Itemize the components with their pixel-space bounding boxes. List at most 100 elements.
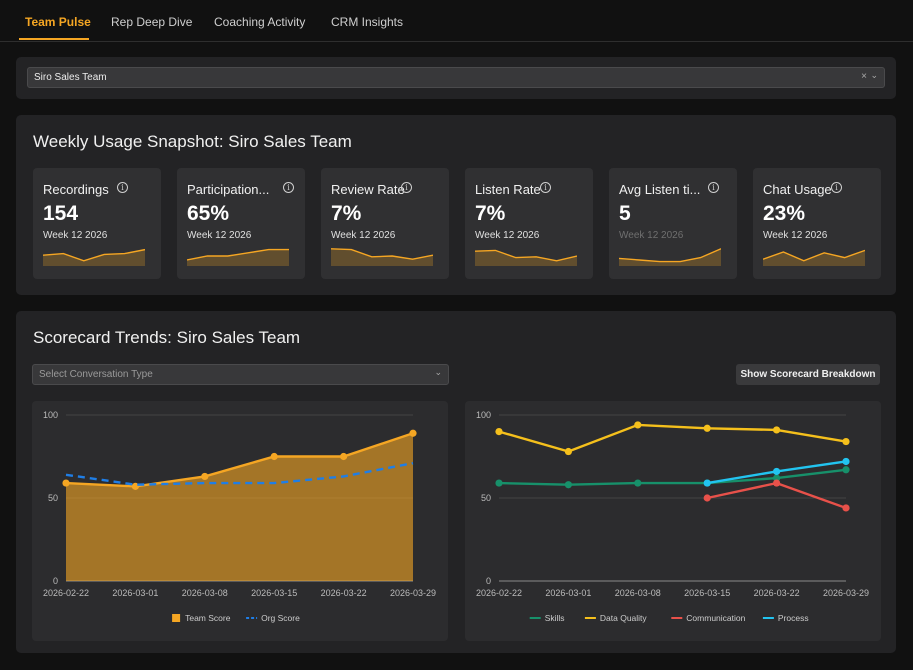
active-tab-indicator [19, 38, 89, 40]
metric-card-value: 65% [187, 202, 230, 225]
metric-card-title: Avg Listen ti... [619, 182, 701, 197]
data-point [131, 482, 139, 490]
sparkline [187, 248, 289, 266]
sparkline-line [331, 248, 433, 260]
sparkline-line [187, 248, 289, 261]
x-tick-label: 2026-03-22 [321, 588, 367, 598]
info-icon[interactable]: i [283, 182, 294, 193]
data-point [773, 467, 781, 476]
team-select-value: Siro Sales Team [34, 72, 107, 83]
metric-card: Recordings i 154 Week 12 2026 [33, 168, 161, 279]
series-line-data-quality [498, 423, 847, 453]
data-point [340, 452, 348, 461]
series-area-team-score [66, 433, 413, 581]
metric-card-value: 7% [331, 202, 362, 225]
series-line-skills [498, 468, 847, 486]
conversation-type-select[interactable]: Select Conversation Type ⌄ [32, 364, 449, 385]
y-tick-label: 100 [476, 410, 491, 420]
data-point [773, 474, 781, 482]
metric-card-title: Chat Usage [763, 182, 832, 197]
clear-icon[interactable]: × [861, 71, 867, 82]
series-line-org-score [65, 461, 414, 486]
metric-card-value: 154 [43, 202, 79, 225]
metric-card-value: 23% [763, 202, 806, 225]
sparkline [475, 249, 577, 266]
data-point [634, 421, 642, 429]
legend-swatch [172, 614, 181, 622]
x-tick-label: 2026-03-08 [615, 588, 661, 598]
metric-card-title: Participation... [187, 182, 270, 197]
tab-team-pulse[interactable]: Team Pulse [25, 15, 91, 29]
info-icon[interactable]: i [117, 182, 128, 193]
legend-label: Data Quality [600, 613, 648, 623]
weekly-usage-panel [16, 115, 896, 295]
x-tick-label: 2026-03-01 [112, 588, 158, 598]
data-point [564, 447, 572, 456]
data-point [409, 429, 417, 437]
x-tick-label: 2026-03-22 [754, 588, 800, 598]
metric-card: Chat Usage i 23% Week 12 2026 [753, 168, 881, 279]
chevron-down-icon[interactable]: ⌄ [434, 367, 442, 377]
data-point [634, 479, 642, 487]
y-tick-label: 0 [53, 576, 58, 586]
sparkline [331, 248, 433, 266]
x-tick-label: 2026-03-08 [182, 588, 228, 598]
tab-rep-deep-dive[interactable]: Rep Deep Dive [111, 15, 193, 29]
metric-card-week: Week 12 2026 [43, 230, 108, 241]
metric-card-week: Week 12 2026 [187, 230, 252, 241]
data-point [703, 424, 711, 432]
metric-card-value: 7% [475, 202, 506, 225]
chevron-down-icon[interactable]: ⌄ [870, 70, 878, 80]
metric-card-week: Week 12 2026 [475, 230, 540, 241]
data-point [842, 437, 850, 446]
x-tick-label: 2026-03-15 [684, 588, 730, 598]
tab-crm-insights[interactable]: CRM Insights [331, 15, 404, 29]
info-icon[interactable]: i [708, 182, 719, 193]
y-tick-label: 0 [486, 576, 491, 586]
sparkline-area [331, 248, 433, 266]
scorecard-title: Scorecard Trends: Siro Sales Team [33, 328, 301, 347]
legend-label: Communication [686, 613, 745, 623]
sparkline-line [43, 248, 145, 262]
tab-bar: Team Pulse Rep Deep Dive Coaching Activi… [0, 0, 913, 42]
sparkline [43, 248, 145, 266]
legend-label: Org Score [261, 613, 300, 623]
series-line-team-score [65, 432, 414, 488]
sparkline [763, 249, 865, 266]
category-score-chart-svg: 0 50 100 2026-02-22 2026-03-01 2026-03-08 2026… [476, 410, 869, 623]
sparkline-line [475, 249, 577, 262]
tab-coaching-activity[interactable]: Coaching Activity [214, 15, 306, 29]
metric-card-title: Listen Rate [475, 182, 541, 197]
conversation-type-placeholder: Select Conversation Type [39, 369, 153, 380]
sparkline-area [475, 250, 577, 266]
legend-label: Team Score [185, 613, 231, 623]
metric-card-week: Week 12 2026 [331, 230, 396, 241]
metric-card-title: Recordings [43, 182, 109, 197]
x-tick-label: 2026-03-01 [545, 588, 591, 598]
show-scorecard-breakdown-button[interactable]: Show Scorecard Breakdown [736, 364, 880, 385]
metric-card: Participation... i 65% Week 12 2026 [177, 168, 305, 279]
y-tick-label: 100 [43, 410, 58, 420]
sparkline-area [619, 248, 721, 266]
metric-card: Review Rate i 7% Week 12 2026 [321, 168, 449, 279]
data-point [564, 481, 572, 489]
data-point [495, 428, 503, 436]
x-tick-label: 2026-03-29 [823, 588, 869, 598]
y-tick-label: 50 [481, 493, 491, 503]
info-icon[interactable]: i [401, 182, 412, 193]
data-point [201, 472, 209, 481]
info-icon[interactable]: i [540, 182, 551, 193]
data-point [703, 494, 711, 502]
data-point [62, 479, 70, 487]
info-icon[interactable]: i [831, 182, 842, 193]
metric-card: Listen Rate i 7% Week 12 2026 [465, 168, 593, 279]
metric-card: Avg Listen ti... i 5 Week 12 2026 [609, 168, 737, 279]
sparkline-line [619, 248, 721, 263]
x-tick-label: 2026-03-29 [390, 588, 436, 598]
data-point [495, 479, 503, 487]
sparkline-area [763, 250, 865, 266]
team-select[interactable]: Siro Sales Team × ⌄ [27, 67, 885, 88]
data-point [842, 457, 850, 466]
data-point [773, 479, 781, 487]
metric-card-title: Review Rate [331, 182, 405, 197]
